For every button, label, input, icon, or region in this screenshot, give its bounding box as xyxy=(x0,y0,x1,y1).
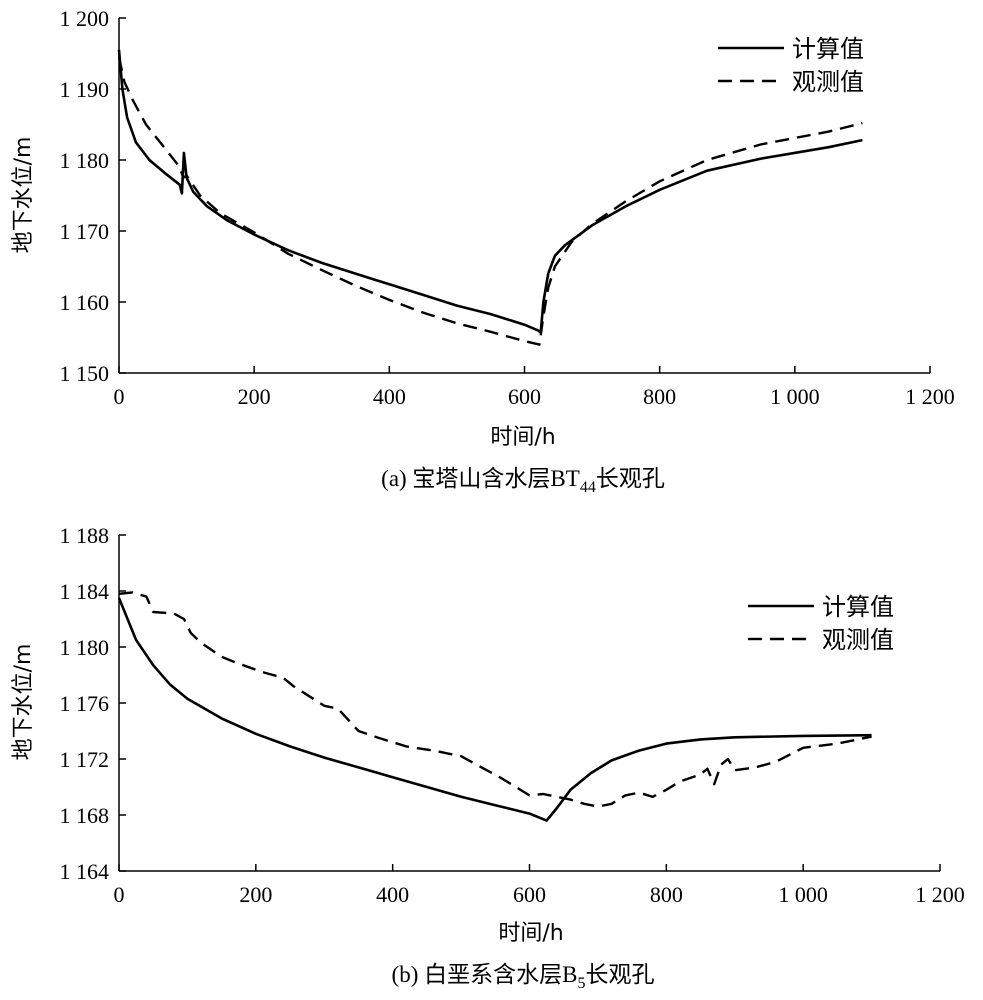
panel-b: 0 200 400 600 800 1 000 1 200 1 164 1 168 1 172 1 … xyxy=(11,523,965,992)
y-tick-label-b: 1 180 xyxy=(60,635,110,660)
x-tick-label-a: 600 xyxy=(508,384,541,409)
x-tick-label-b: 1 000 xyxy=(778,882,828,907)
x-tick-label-a: 400 xyxy=(373,384,406,409)
y-tick-label-b: 1 164 xyxy=(60,859,110,884)
y-tick-label-a: 1 170 xyxy=(60,219,110,244)
y-tick-label-a: 1 200 xyxy=(60,6,110,31)
series-line-computed-b xyxy=(117,597,872,822)
y-tick-label-b: 1 176 xyxy=(60,691,110,716)
series-line-observed-b xyxy=(118,591,872,808)
x-tick-label-a: 1 200 xyxy=(905,384,955,409)
y-tick-label-b: 1 172 xyxy=(60,747,110,772)
y-tick-label-b: 1 184 xyxy=(60,579,110,604)
y-tick-label-a: 1 150 xyxy=(60,361,110,386)
y-tick-label-a: 1 160 xyxy=(60,290,110,315)
y-axis-label-a: 地下水位/m xyxy=(11,137,36,254)
x-axis-label-b: 时间/h xyxy=(498,921,563,946)
series-line-observed-a xyxy=(117,56,863,346)
series-layer-b xyxy=(117,591,872,822)
legend-label-observed-a: 观测值 xyxy=(792,68,864,96)
axes-a: 0 200 400 600 800 1 000 1 200 1 150 1 160 1 170 1 … xyxy=(60,6,955,409)
x-tick-label-a: 200 xyxy=(238,384,271,409)
x-tick-label-a: 800 xyxy=(643,384,676,409)
x-tick-label-b: 800 xyxy=(650,882,683,907)
caption-b-main: (b) 白垩系含水层B xyxy=(392,962,578,987)
caption-a-main: (a) 宝塔山含水层BT xyxy=(381,466,580,491)
x-tick-label-b: 1 200 xyxy=(915,882,965,907)
legend-label-observed-b: 观测值 xyxy=(822,626,894,654)
x-tick-label-b: 400 xyxy=(376,882,409,907)
y-tick-label-a: 1 190 xyxy=(60,77,110,102)
y-tick-label-b: 1 188 xyxy=(60,523,110,548)
caption-a-tail: 长观孔 xyxy=(596,466,665,491)
caption-b-sub: 5 xyxy=(577,975,585,992)
x-axis-label-a: 时间/h xyxy=(490,425,555,450)
x-tick-label-a: 1 000 xyxy=(770,384,820,409)
legend-label-computed-a: 计算值 xyxy=(792,35,864,63)
x-tick-label-b: 200 xyxy=(239,882,272,907)
caption-b: (b) 白垩系含水层B5长观孔 xyxy=(392,962,655,992)
caption-b-tail: 长观孔 xyxy=(585,962,654,987)
x-tick-label-b: 0 xyxy=(114,882,125,907)
panel-a: 0 200 400 600 800 1 000 1 200 1 150 1 160 1 170 1 … xyxy=(11,6,955,496)
y-axis-label-b: 地下水位/m xyxy=(11,644,36,761)
caption-a-sub: 44 xyxy=(580,479,596,496)
legend-label-computed-b: 计算值 xyxy=(822,593,894,621)
series-line-computed-a xyxy=(117,49,863,334)
axes-b: 0 200 400 600 800 1 000 1 200 1 164 1 168 1 172 1 … xyxy=(60,523,965,907)
x-tick-label-b: 600 xyxy=(513,882,546,907)
x-tick-label-a: 0 xyxy=(114,384,125,409)
y-tick-label-b: 1 168 xyxy=(60,803,110,828)
series-layer-a xyxy=(117,49,863,346)
y-tick-label-a: 1 180 xyxy=(60,148,110,173)
caption-a: (a) 宝塔山含水层BT44长观孔 xyxy=(381,466,665,496)
